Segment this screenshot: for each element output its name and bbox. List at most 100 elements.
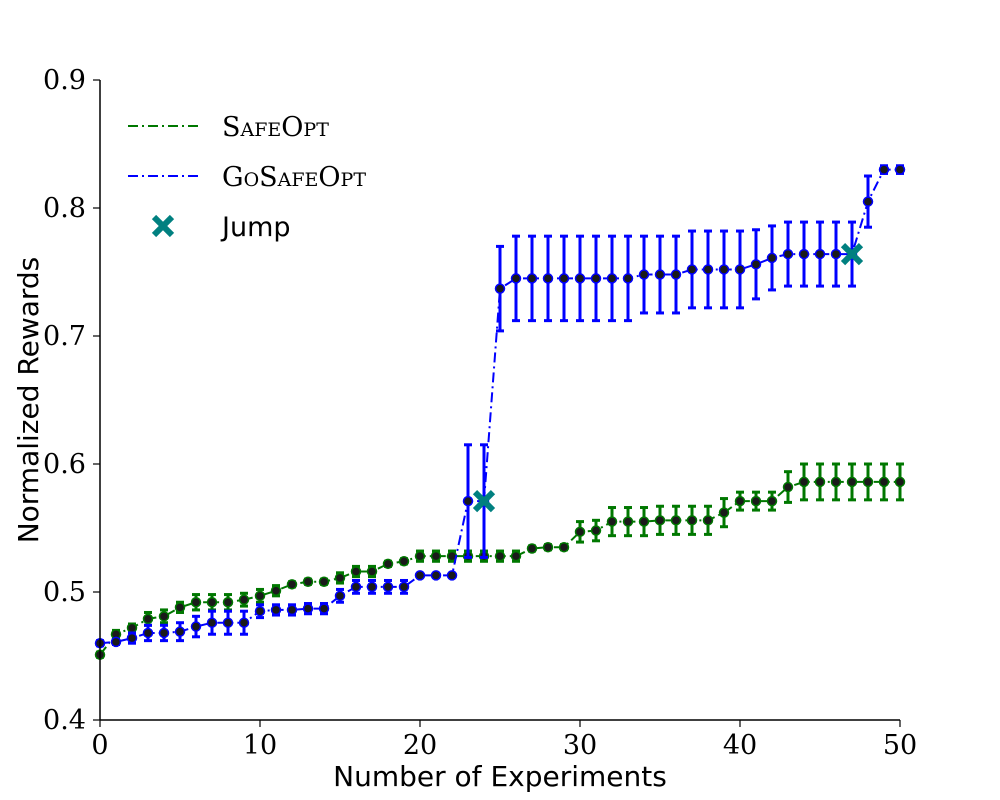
point-gosafeopt: [462, 495, 474, 507]
point-gosafeopt: [366, 581, 378, 593]
point-gosafeopt: [830, 248, 842, 260]
point-safeopt: [814, 476, 826, 488]
point-safeopt: [302, 576, 314, 588]
point-safeopt: [398, 556, 410, 567]
point-gosafeopt: [494, 283, 506, 294]
point-gosafeopt: [510, 273, 522, 284]
point-gosafeopt: [238, 617, 250, 628]
point-gosafeopt: [430, 570, 442, 581]
point-safeopt: [670, 515, 682, 526]
y-ticks: 0.4 0.5 0.6 0.7 0.8 0.9: [43, 65, 100, 736]
y-tick-label: 0.4: [43, 705, 86, 736]
point-gosafeopt: [334, 590, 346, 602]
point-safeopt: [606, 516, 618, 527]
point-gosafeopt: [414, 570, 426, 581]
point-gosafeopt: [702, 264, 714, 275]
x-tick-label: 0: [91, 730, 108, 761]
point-safeopt: [734, 495, 746, 507]
point-gosafeopt: [574, 273, 586, 284]
point-gosafeopt: [750, 259, 762, 270]
point-gosafeopt: [670, 269, 682, 280]
point-gosafeopt: [590, 273, 602, 284]
point-gosafeopt: [270, 604, 282, 616]
point-safeopt: [174, 602, 186, 613]
legend: SafeOpt GoSafeOpt Jump: [128, 112, 366, 243]
point-safeopt: [206, 596, 218, 608]
point-gosafeopt: [350, 581, 362, 593]
point-safeopt: [526, 543, 538, 554]
point-safeopt: [510, 550, 522, 562]
point-gosafeopt: [558, 273, 570, 284]
point-safeopt: [702, 515, 714, 526]
point-gosafeopt: [782, 248, 794, 260]
y-axis-title: Normalized Rewards: [12, 257, 45, 544]
point-safeopt: [254, 590, 266, 602]
y-tick-label: 0.8: [43, 193, 86, 224]
point-safeopt: [286, 579, 298, 590]
point-gosafeopt: [638, 269, 650, 280]
point-safeopt: [718, 507, 730, 518]
point-safeopt: [366, 566, 378, 577]
point-safeopt: [590, 525, 602, 536]
legend-safeopt-label: SafeOpt: [222, 112, 329, 143]
point-gosafeopt: [222, 617, 234, 628]
point-gosafeopt: [766, 252, 778, 264]
line-safeopt: [99, 480, 900, 656]
point-safeopt: [686, 515, 698, 526]
point-gosafeopt: [254, 605, 266, 617]
y-tick-label: 0.6: [43, 449, 86, 480]
point-safeopt: [318, 576, 330, 588]
point-gosafeopt: [894, 164, 906, 175]
point-gosafeopt: [206, 617, 218, 628]
point-safeopt: [830, 476, 842, 488]
point-gosafeopt: [190, 621, 202, 632]
point-safeopt: [894, 476, 906, 488]
point-gosafeopt: [286, 604, 298, 616]
point-safeopt: [430, 550, 442, 562]
x-tick-label: 20: [403, 730, 437, 761]
x-tick-label: 40: [723, 730, 757, 761]
point-gosafeopt: [110, 636, 122, 648]
point-gosafeopt: [446, 570, 458, 581]
point-gosafeopt: [542, 273, 554, 284]
point-safeopt: [494, 550, 506, 562]
point-safeopt: [654, 515, 666, 526]
point-gosafeopt: [734, 264, 746, 275]
point-safeopt: [766, 495, 778, 507]
point-gosafeopt: [622, 273, 634, 284]
point-safeopt: [158, 611, 170, 622]
point-safeopt: [878, 476, 890, 488]
y-tick-label: 0.7: [43, 321, 86, 352]
point-safeopt: [862, 476, 874, 488]
x-axis-title: Number of Experiments: [333, 760, 667, 793]
point-safeopt: [542, 541, 554, 553]
point-safeopt: [238, 594, 250, 605]
point-gosafeopt: [526, 273, 538, 284]
point-safeopt: [222, 596, 234, 608]
point-safeopt: [782, 481, 794, 493]
x-tick-label: 30: [563, 730, 597, 761]
legend-gosafeopt-label: GoSafeOpt: [222, 162, 366, 193]
jump-layer: [472, 242, 864, 513]
y-tick-label: 0.5: [43, 577, 86, 608]
series-layer: [94, 164, 906, 660]
point-gosafeopt: [862, 196, 874, 207]
point-safeopt: [126, 622, 138, 634]
x-tick-label: 10: [243, 730, 277, 761]
point-safeopt: [334, 572, 346, 584]
jump-marker: [840, 242, 864, 266]
point-safeopt: [382, 558, 394, 570]
series-safeopt: [94, 462, 906, 660]
point-gosafeopt: [398, 581, 410, 593]
point-safeopt: [846, 476, 858, 488]
line-gosafeopt: [99, 168, 900, 645]
point-safeopt: [558, 541, 570, 553]
point-gosafeopt: [606, 273, 618, 284]
point-gosafeopt: [158, 627, 170, 639]
point-safeopt: [350, 566, 362, 577]
point-gosafeopt: [302, 603, 314, 614]
point-safeopt: [190, 596, 202, 608]
point-gosafeopt: [382, 581, 394, 593]
point-safeopt: [798, 476, 810, 488]
